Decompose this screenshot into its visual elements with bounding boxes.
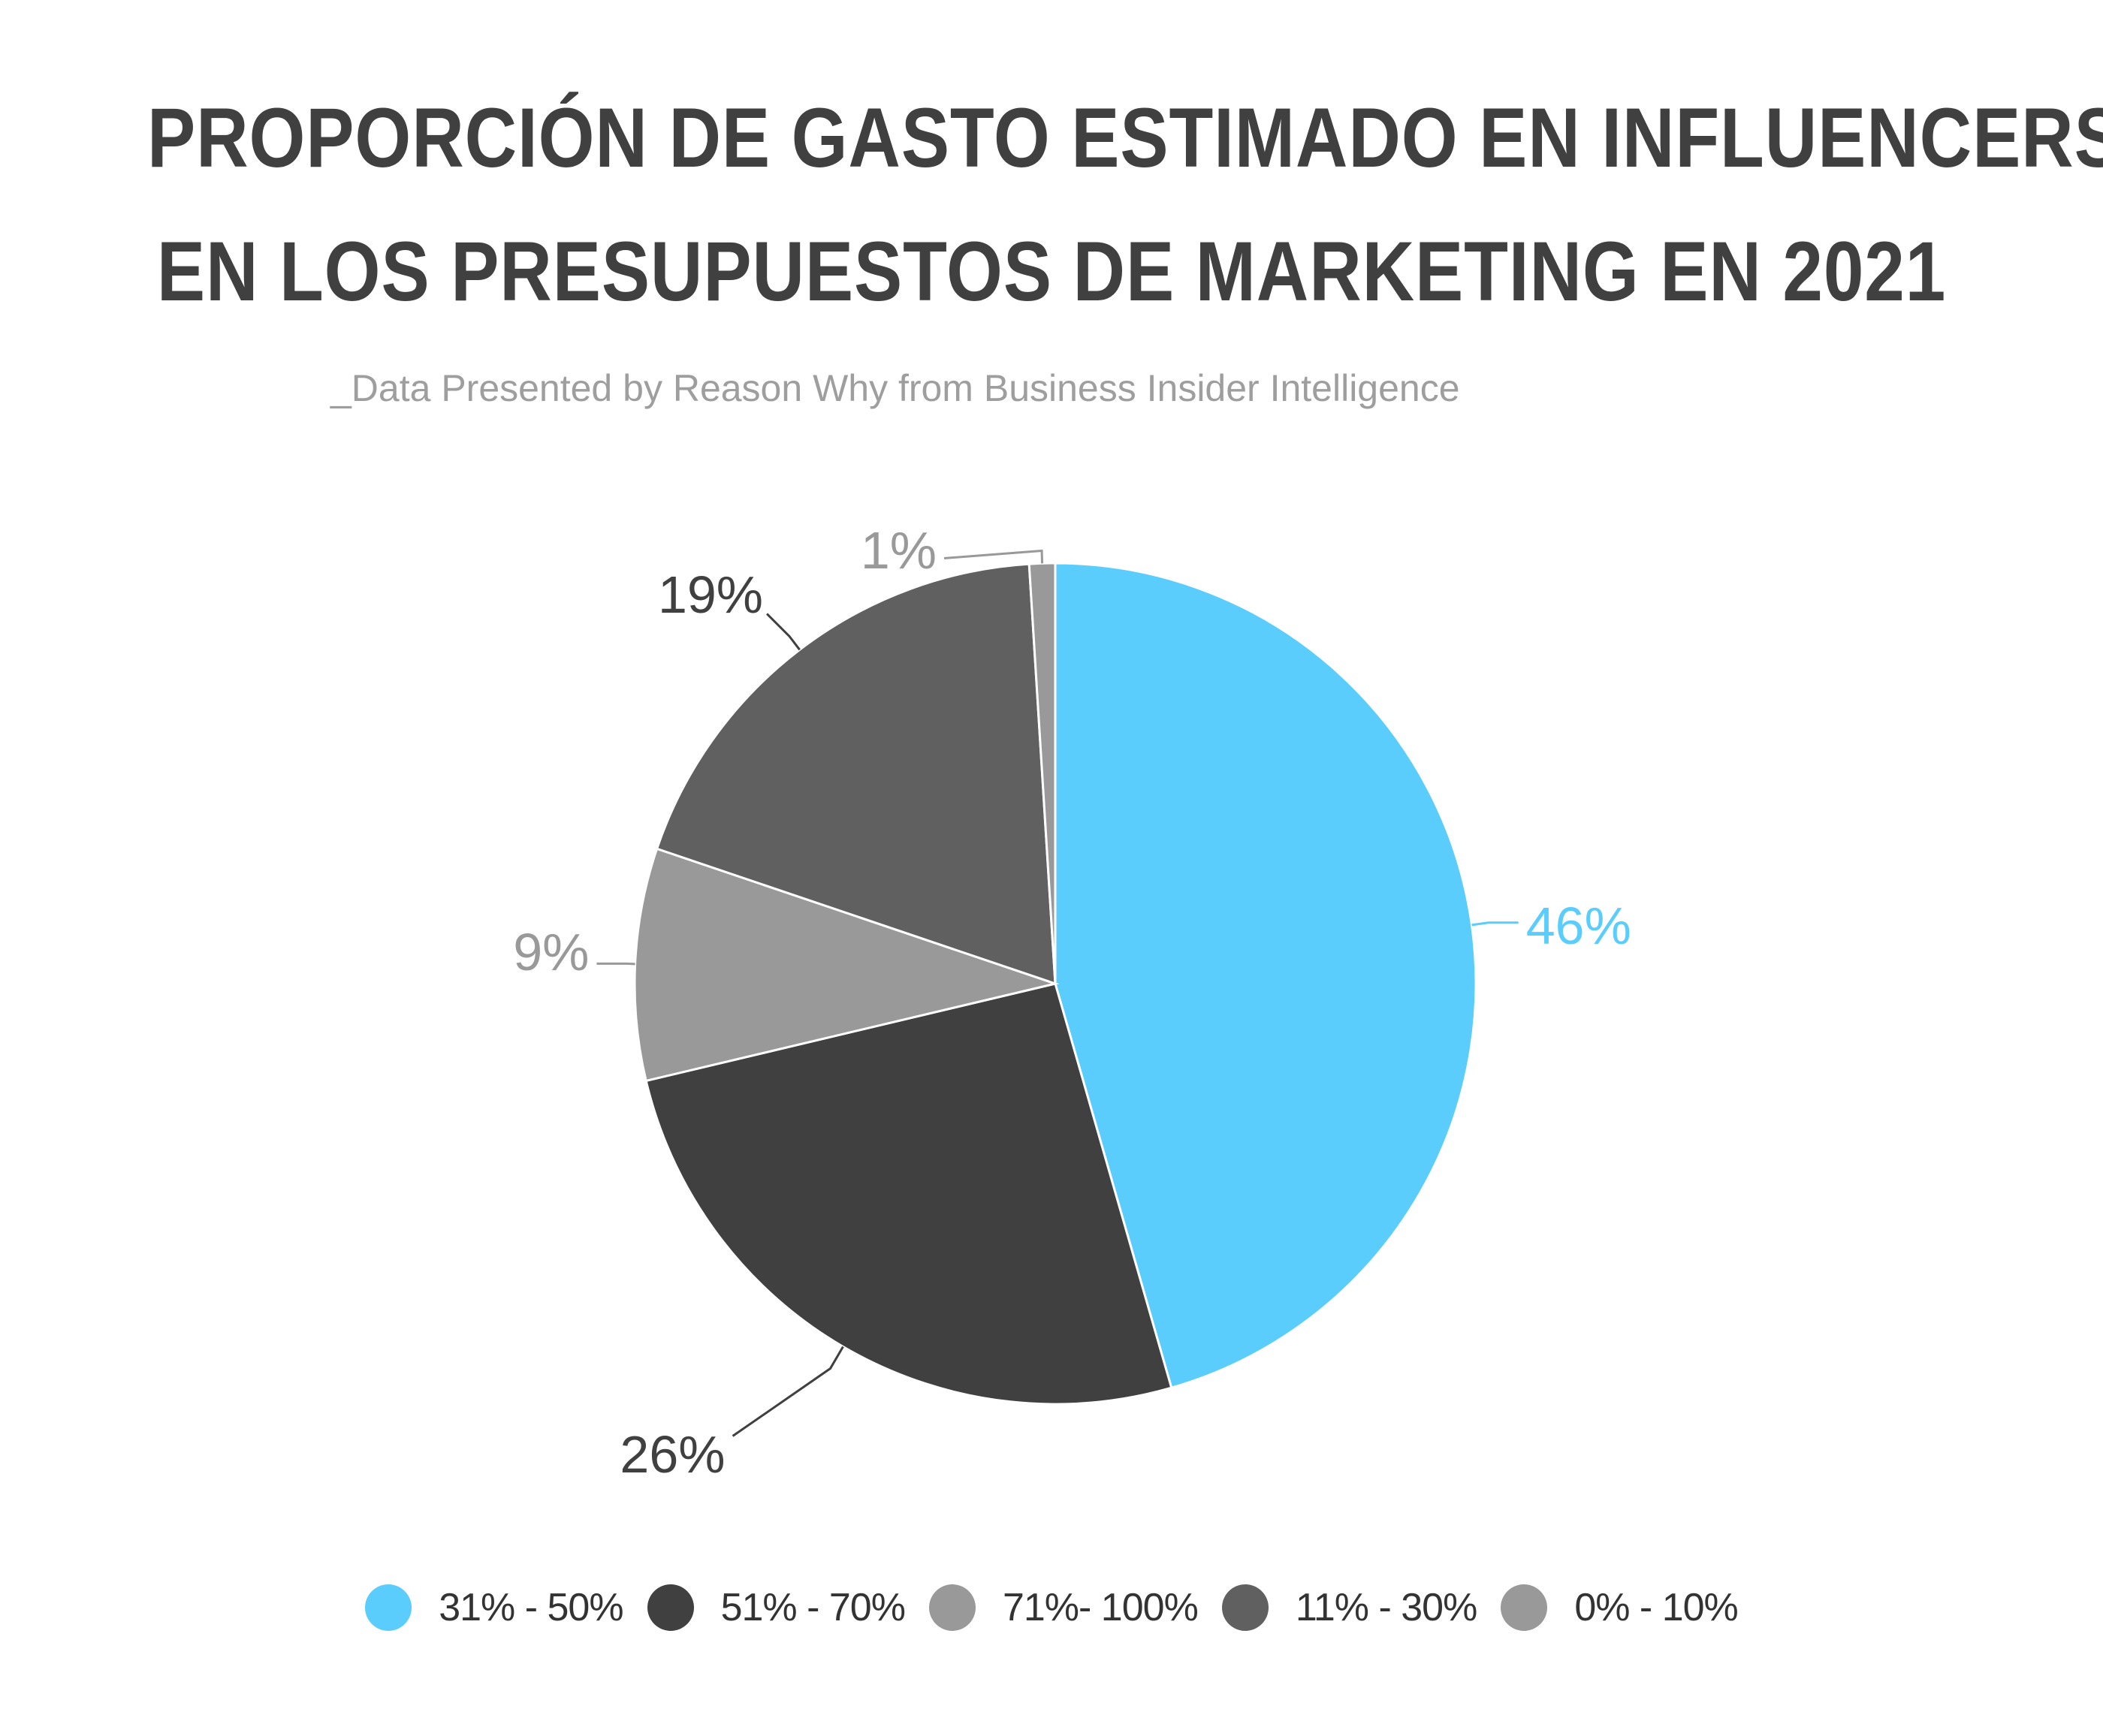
- leader-line-3: [596, 962, 635, 966]
- legend-item-1: 31% - 50%: [365, 1584, 624, 1631]
- leader-line-1: [1471, 921, 1519, 927]
- chart-title: PROPORCIÓN DE GASTO ESTIMADO EN INFLUENC…: [147, 71, 2103, 339]
- legend-item-5: 0% - 10%: [1501, 1584, 1739, 1631]
- pie-slices: [633, 562, 1477, 1406]
- legend: 31% - 50% 51% - 70% 71%- 100% 11% - 30% 0% -…: [0, 1584, 2103, 1631]
- legend-item-4: 11% - 30%: [1221, 1584, 1478, 1631]
- pie-leader-lines: [596, 549, 1519, 1437]
- data-label-1: 46%: [1526, 897, 1631, 955]
- legend-label-5: 0% - 10%: [1574, 1586, 1738, 1629]
- chart-title-line-2: EN LOS PRESUPUESTOS DE MARKETING EN 2021: [156, 225, 1947, 318]
- legend-swatch-2: [647, 1584, 694, 1631]
- pie-slice-5: [1027, 562, 1057, 984]
- chart-title-line-1: PROPORCIÓN DE GASTO ESTIMADO EN INFLUENC…: [147, 91, 2103, 185]
- pie-slice-4: [655, 562, 1057, 986]
- legend-item-2: 51% - 70%: [647, 1584, 906, 1631]
- data-label-5: 1%: [861, 521, 937, 580]
- data-label-2: 26%: [620, 1425, 725, 1484]
- legend-label-3: 71%- 100%: [1002, 1586, 1199, 1629]
- leader-line-5: [943, 549, 1044, 564]
- pie-slice-3: [633, 847, 1060, 1083]
- legend-item-3: 71%- 100%: [928, 1584, 1199, 1631]
- legend-swatch-4: [1221, 1584, 1269, 1631]
- data-label-4: 19%: [658, 565, 763, 624]
- legend-label-1: 31% - 50%: [439, 1586, 623, 1629]
- data-label-3: 9%: [513, 923, 589, 981]
- legend-label-4: 11% - 30%: [1295, 1586, 1478, 1629]
- legend-swatch-1: [365, 1584, 412, 1631]
- legend-label-2: 51% - 70%: [720, 1586, 906, 1629]
- leader-line-4: [765, 613, 801, 651]
- legend-swatch-3: [928, 1584, 976, 1631]
- legend-swatch-5: [1501, 1584, 1548, 1631]
- chart-subtitle: _Data Presented by Reason Why from Busin…: [330, 367, 1460, 409]
- leader-line-2: [732, 1346, 844, 1437]
- pie-data-labels: 46% 26% 9% 19% 1%: [513, 521, 1631, 1484]
